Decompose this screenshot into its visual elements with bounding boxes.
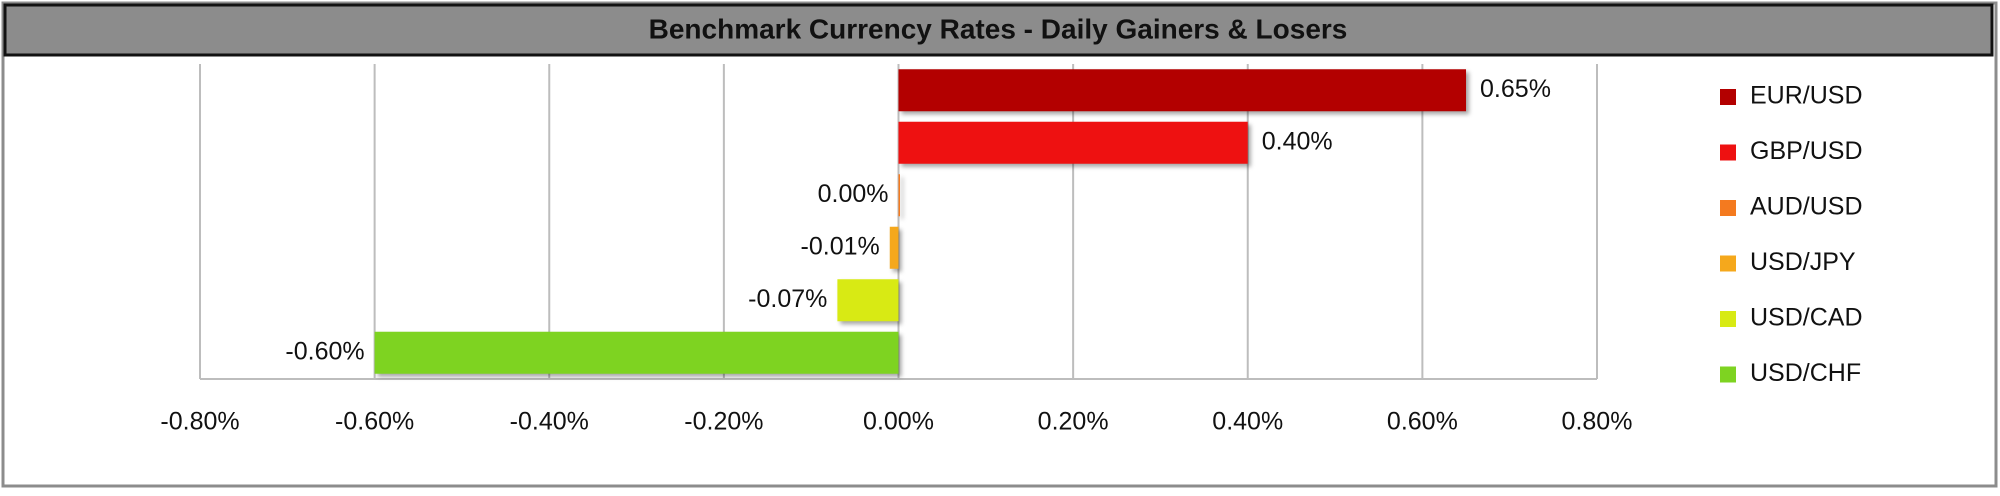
legend-label: EUR/USD — [1750, 82, 1863, 110]
x-tick-label: -0.80% — [160, 408, 239, 436]
x-tick-label: -0.60% — [335, 408, 414, 436]
bar — [837, 279, 899, 322]
legend-swatch — [1720, 200, 1736, 216]
x-tick-label: 0.80% — [1562, 408, 1633, 436]
x-tick-label: -0.40% — [510, 408, 589, 436]
legend-label: USD/CAD — [1750, 304, 1863, 332]
bar — [898, 69, 1467, 112]
bar — [898, 174, 900, 217]
value-label: -0.01% — [801, 232, 880, 260]
bar — [889, 226, 899, 269]
x-tick-label: 0.20% — [1038, 408, 1109, 436]
x-tick-label: 0.60% — [1387, 408, 1458, 436]
legend-swatch — [1720, 144, 1736, 161]
title-bar — [3, 3, 1994, 57]
legend-label: AUD/USD — [1750, 193, 1863, 221]
value-label: 0.00% — [818, 180, 889, 208]
legend-swatch — [1720, 311, 1736, 327]
x-tick-label: 0.40% — [1212, 408, 1283, 436]
legend-label: USD/JPY — [1750, 248, 1856, 276]
chart-title: Benchmark Currency Rates - Daily Gainers… — [649, 13, 1348, 44]
value-label: -0.07% — [748, 285, 827, 313]
legend-swatch — [1720, 89, 1736, 105]
legend-label: USD/CHF — [1750, 359, 1861, 387]
x-tick-label: -0.20% — [684, 408, 763, 436]
value-label: -0.60% — [285, 337, 364, 365]
legend-swatch — [1720, 255, 1736, 272]
x-tick-label: 0.00% — [863, 408, 934, 436]
bar — [898, 121, 1248, 164]
legend-swatch — [1720, 366, 1736, 383]
value-label: 0.65% — [1480, 75, 1551, 103]
value-label: 0.40% — [1262, 127, 1333, 155]
bar — [374, 331, 899, 374]
legend-label: GBP/USD — [1750, 137, 1863, 165]
